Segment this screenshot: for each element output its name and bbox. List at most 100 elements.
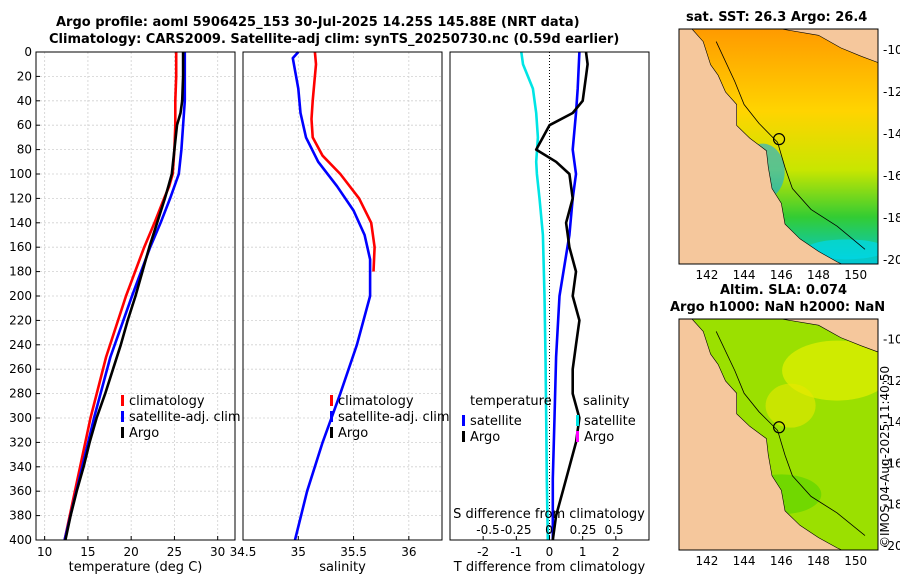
legend-label: satellite — [584, 414, 636, 429]
tick-label: 100 — [9, 167, 32, 181]
legend-swatch — [121, 411, 124, 422]
argo-position-marker — [772, 421, 786, 434]
figure-title-line1: Argo profile: aoml 5906425_153 30-Jul-20… — [56, 15, 580, 30]
tick-label: 35.5 — [340, 545, 367, 559]
tick-label: -16 — [883, 456, 900, 470]
tick-label: 0.25 — [570, 523, 597, 537]
x-axis-label: T difference from climatology — [453, 560, 646, 575]
top-axis-label: S difference from climatology — [453, 507, 645, 522]
tick-label: -14 — [883, 127, 900, 141]
tick-label: 0 — [24, 45, 32, 59]
legend-swatch — [576, 415, 579, 426]
x-axis-label: salinity — [319, 560, 366, 575]
tick-label: -14 — [883, 415, 900, 429]
legend-label: climatology — [338, 394, 414, 409]
legend-label: climatology — [129, 394, 205, 409]
legend-label: satellite-adj. clim — [129, 410, 241, 425]
sla-map — [678, 318, 879, 551]
map-frame — [678, 28, 879, 265]
tick-label: 400 — [9, 533, 32, 547]
tick-label: 80 — [17, 143, 32, 157]
tick-label: 30 — [210, 545, 225, 559]
legend-swatch — [330, 427, 333, 438]
land-australia — [679, 319, 843, 550]
tick-label: 0.5 — [604, 523, 623, 537]
legend-swatch — [330, 411, 333, 422]
argo-position-marker — [772, 133, 786, 146]
legend-label: Argo — [584, 430, 614, 445]
legend-swatch — [121, 395, 124, 406]
plot-frame — [242, 51, 443, 541]
tick-label: 0 — [546, 545, 554, 559]
tick-label: 380 — [9, 509, 32, 523]
tick-label: 180 — [9, 265, 32, 279]
tick-label: 340 — [9, 460, 32, 474]
legend-label: Argo — [129, 426, 159, 441]
tick-label: 20 — [17, 69, 32, 83]
tick-label: 140 — [9, 216, 32, 230]
tick-label: -16 — [883, 169, 900, 183]
tick-label: -1 — [510, 545, 522, 559]
tick-label: 300 — [9, 411, 32, 425]
legend-title: temperature — [470, 394, 552, 409]
tick-label: 144 — [733, 554, 756, 568]
sla-patch — [782, 340, 878, 401]
tick-label: 148 — [807, 554, 830, 568]
x-axis-label: temperature (deg C) — [69, 560, 203, 575]
difference-profile — [449, 51, 650, 541]
tick-label: 320 — [9, 435, 32, 449]
tick-label: -18 — [883, 211, 900, 225]
legend-title: salinity — [583, 394, 630, 409]
temperature-profile — [35, 51, 236, 541]
tick-label: 60 — [17, 118, 32, 132]
land-australia — [679, 29, 843, 264]
tick-label: 220 — [9, 313, 32, 327]
salinity-profile — [242, 51, 443, 541]
tick-label: 160 — [9, 240, 32, 254]
series-line-satellite-adj-clim — [63, 52, 187, 541]
cool-patch — [806, 239, 878, 260]
tick-label: 360 — [9, 484, 32, 498]
shelf-contour — [715, 331, 866, 536]
legend-label: Argo — [338, 426, 368, 441]
tick-label: -10 — [883, 333, 900, 347]
tick-label: 142 — [695, 554, 718, 568]
legend-swatch — [462, 415, 465, 426]
tick-label: 10 — [37, 545, 52, 559]
map-frame — [678, 318, 879, 551]
tick-label: 200 — [9, 289, 32, 303]
series-line-satellite-adj-clim — [291, 51, 372, 541]
tick-label: -0.25 — [500, 523, 531, 537]
legend-label: satellite — [470, 414, 522, 429]
map-field — [679, 319, 878, 550]
shelf-contour — [715, 41, 866, 250]
tick-label: 120 — [9, 191, 32, 205]
series-line-climatology — [310, 51, 376, 272]
legend-swatch — [462, 431, 465, 442]
sst-map-title: sat. SST: 26.3 Argo: 26.4 — [686, 10, 868, 25]
tick-label: 146 — [770, 554, 793, 568]
series-line-argo — [64, 52, 185, 541]
legend-swatch — [576, 431, 579, 442]
sla-map-title-line1: Altim. SLA: 0.074 — [720, 283, 847, 298]
sla-map-title-line2: Argo h1000: NaN h2000: NaN — [670, 300, 886, 315]
tick-label: -20 — [883, 539, 900, 553]
tick-label: 144 — [733, 268, 756, 282]
land-png — [781, 319, 878, 353]
tick-label: 35 — [291, 545, 306, 559]
tick-label: 148 — [807, 268, 830, 282]
tick-label: 0 — [545, 523, 553, 537]
tick-label: 34.5 — [230, 545, 257, 559]
tick-label: 1 — [579, 545, 587, 559]
sla-patch — [765, 383, 816, 428]
tick-label: -0.5 — [476, 523, 499, 537]
tick-label: 2 — [612, 545, 620, 559]
tick-label: 142 — [695, 268, 718, 282]
tick-label: 20 — [124, 545, 139, 559]
tick-label: 40 — [17, 94, 32, 108]
legend-label: satellite-adj. clim — [338, 410, 450, 425]
figure-title-line2: Climatology: CARS2009. Satellite-adj cli… — [49, 32, 620, 47]
tick-label: 150 — [844, 554, 867, 568]
tick-label: -2 — [477, 545, 489, 559]
